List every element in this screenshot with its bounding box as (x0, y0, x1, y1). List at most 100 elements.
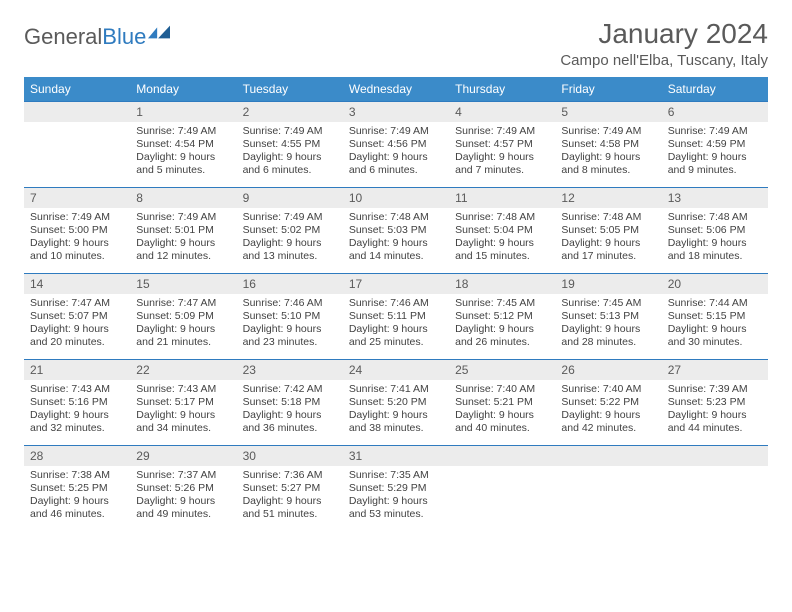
calendar-cell: 3Sunrise: 7:49 AMSunset: 4:56 PMDaylight… (343, 101, 449, 187)
calendar-cell: 5Sunrise: 7:49 AMSunset: 4:58 PMDaylight… (555, 101, 661, 187)
calendar-cell: 19Sunrise: 7:45 AMSunset: 5:13 PMDayligh… (555, 273, 661, 359)
calendar-cell: 18Sunrise: 7:45 AMSunset: 5:12 PMDayligh… (449, 273, 555, 359)
calendar-cell: 15Sunrise: 7:47 AMSunset: 5:09 PMDayligh… (130, 273, 236, 359)
day-number: 18 (449, 273, 555, 294)
day-details: Sunrise: 7:49 AMSunset: 5:02 PMDaylight:… (237, 208, 343, 270)
day-details: Sunrise: 7:36 AMSunset: 5:27 PMDaylight:… (237, 466, 343, 528)
day-details: Sunrise: 7:38 AMSunset: 5:25 PMDaylight:… (24, 466, 130, 528)
day-number: 16 (237, 273, 343, 294)
calendar-cell: 26Sunrise: 7:40 AMSunset: 5:22 PMDayligh… (555, 359, 661, 445)
calendar-head: SundayMondayTuesdayWednesdayThursdayFrid… (24, 77, 768, 101)
day-number: 4 (449, 101, 555, 122)
day-details: Sunrise: 7:49 AMSunset: 4:54 PMDaylight:… (130, 122, 236, 184)
weekday-header: Friday (555, 77, 661, 101)
calendar-cell: 12Sunrise: 7:48 AMSunset: 5:05 PMDayligh… (555, 187, 661, 273)
day-details: Sunrise: 7:48 AMSunset: 5:05 PMDaylight:… (555, 208, 661, 270)
day-number: 21 (24, 359, 130, 380)
calendar-cell: 14Sunrise: 7:47 AMSunset: 5:07 PMDayligh… (24, 273, 130, 359)
day-details: Sunrise: 7:40 AMSunset: 5:22 PMDaylight:… (555, 380, 661, 442)
calendar-cell: 11Sunrise: 7:48 AMSunset: 5:04 PMDayligh… (449, 187, 555, 273)
day-number: 3 (343, 101, 449, 122)
calendar-cell: 31Sunrise: 7:35 AMSunset: 5:29 PMDayligh… (343, 445, 449, 531)
day-number: 12 (555, 187, 661, 208)
calendar-cell (662, 445, 768, 531)
day-number: 31 (343, 445, 449, 466)
calendar-cell: 6Sunrise: 7:49 AMSunset: 4:59 PMDaylight… (662, 101, 768, 187)
day-details: Sunrise: 7:43 AMSunset: 5:17 PMDaylight:… (130, 380, 236, 442)
day-details: Sunrise: 7:45 AMSunset: 5:13 PMDaylight:… (555, 294, 661, 356)
day-details: Sunrise: 7:49 AMSunset: 4:57 PMDaylight:… (449, 122, 555, 184)
calendar-cell: 20Sunrise: 7:44 AMSunset: 5:15 PMDayligh… (662, 273, 768, 359)
day-number: 6 (662, 101, 768, 122)
day-number: 30 (237, 445, 343, 466)
logo-icon (148, 25, 170, 39)
weekday-header: Saturday (662, 77, 768, 101)
day-details: Sunrise: 7:42 AMSunset: 5:18 PMDaylight:… (237, 380, 343, 442)
logo: GeneralBlue (24, 24, 170, 50)
day-number: 8 (130, 187, 236, 208)
weekday-header: Monday (130, 77, 236, 101)
day-number: 13 (662, 187, 768, 208)
day-details: Sunrise: 7:49 AMSunset: 4:58 PMDaylight:… (555, 122, 661, 184)
day-number: 22 (130, 359, 236, 380)
calendar-cell: 17Sunrise: 7:46 AMSunset: 5:11 PMDayligh… (343, 273, 449, 359)
page-title: January 2024 (560, 18, 768, 50)
day-number: 25 (449, 359, 555, 380)
day-number: 15 (130, 273, 236, 294)
day-details: Sunrise: 7:43 AMSunset: 5:16 PMDaylight:… (24, 380, 130, 442)
calendar-cell: 28Sunrise: 7:38 AMSunset: 5:25 PMDayligh… (24, 445, 130, 531)
day-details: Sunrise: 7:49 AMSunset: 5:00 PMDaylight:… (24, 208, 130, 270)
day-details: Sunrise: 7:35 AMSunset: 5:29 PMDaylight:… (343, 466, 449, 528)
title-block: January 2024 Campo nell'Elba, Tuscany, I… (560, 18, 768, 69)
day-number-empty (662, 445, 768, 466)
day-details: Sunrise: 7:48 AMSunset: 5:04 PMDaylight:… (449, 208, 555, 270)
calendar-cell: 2Sunrise: 7:49 AMSunset: 4:55 PMDaylight… (237, 101, 343, 187)
day-details: Sunrise: 7:44 AMSunset: 5:15 PMDaylight:… (662, 294, 768, 356)
day-details: Sunrise: 7:46 AMSunset: 5:10 PMDaylight:… (237, 294, 343, 356)
calendar-cell: 4Sunrise: 7:49 AMSunset: 4:57 PMDaylight… (449, 101, 555, 187)
calendar-cell: 10Sunrise: 7:48 AMSunset: 5:03 PMDayligh… (343, 187, 449, 273)
calendar-cell: 13Sunrise: 7:48 AMSunset: 5:06 PMDayligh… (662, 187, 768, 273)
day-number-empty (449, 445, 555, 466)
day-number: 27 (662, 359, 768, 380)
day-number: 7 (24, 187, 130, 208)
day-number: 1 (130, 101, 236, 122)
calendar-cell: 16Sunrise: 7:46 AMSunset: 5:10 PMDayligh… (237, 273, 343, 359)
calendar-cell (24, 101, 130, 187)
day-number: 11 (449, 187, 555, 208)
calendar-cell: 8Sunrise: 7:49 AMSunset: 5:01 PMDaylight… (130, 187, 236, 273)
day-number: 17 (343, 273, 449, 294)
day-details: Sunrise: 7:47 AMSunset: 5:07 PMDaylight:… (24, 294, 130, 356)
day-details: Sunrise: 7:49 AMSunset: 4:59 PMDaylight:… (662, 122, 768, 184)
calendar-cell: 7Sunrise: 7:49 AMSunset: 5:00 PMDaylight… (24, 187, 130, 273)
day-number: 9 (237, 187, 343, 208)
day-details: Sunrise: 7:49 AMSunset: 4:56 PMDaylight:… (343, 122, 449, 184)
weekday-header: Wednesday (343, 77, 449, 101)
day-details: Sunrise: 7:49 AMSunset: 5:01 PMDaylight:… (130, 208, 236, 270)
day-details: Sunrise: 7:39 AMSunset: 5:23 PMDaylight:… (662, 380, 768, 442)
day-details: Sunrise: 7:41 AMSunset: 5:20 PMDaylight:… (343, 380, 449, 442)
logo-text: GeneralBlue (24, 24, 146, 50)
calendar-table: SundayMondayTuesdayWednesdayThursdayFrid… (24, 77, 768, 531)
day-number: 24 (343, 359, 449, 380)
day-number: 5 (555, 101, 661, 122)
day-details: Sunrise: 7:46 AMSunset: 5:11 PMDaylight:… (343, 294, 449, 356)
day-number: 2 (237, 101, 343, 122)
day-number: 23 (237, 359, 343, 380)
calendar-cell: 9Sunrise: 7:49 AMSunset: 5:02 PMDaylight… (237, 187, 343, 273)
day-number: 19 (555, 273, 661, 294)
location: Campo nell'Elba, Tuscany, Italy (560, 52, 768, 69)
header: GeneralBlue January 2024 Campo nell'Elba… (24, 18, 768, 69)
day-number: 28 (24, 445, 130, 466)
calendar-cell: 27Sunrise: 7:39 AMSunset: 5:23 PMDayligh… (662, 359, 768, 445)
day-details: Sunrise: 7:48 AMSunset: 5:03 PMDaylight:… (343, 208, 449, 270)
weekday-header: Thursday (449, 77, 555, 101)
weekday-header: Tuesday (237, 77, 343, 101)
day-number: 10 (343, 187, 449, 208)
calendar-cell: 25Sunrise: 7:40 AMSunset: 5:21 PMDayligh… (449, 359, 555, 445)
day-details: Sunrise: 7:40 AMSunset: 5:21 PMDaylight:… (449, 380, 555, 442)
calendar-cell: 29Sunrise: 7:37 AMSunset: 5:26 PMDayligh… (130, 445, 236, 531)
day-details: Sunrise: 7:47 AMSunset: 5:09 PMDaylight:… (130, 294, 236, 356)
calendar-cell: 21Sunrise: 7:43 AMSunset: 5:16 PMDayligh… (24, 359, 130, 445)
weekday-header: Sunday (24, 77, 130, 101)
